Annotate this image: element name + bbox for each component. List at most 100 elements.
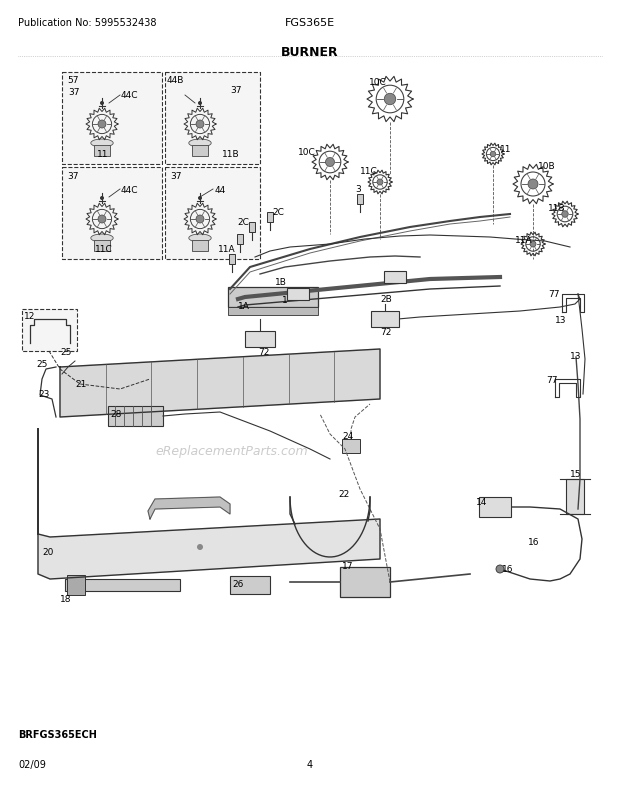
Text: 57: 57 [67,76,79,85]
Text: 28: 28 [110,410,122,419]
Text: 2B: 2B [380,294,392,304]
Bar [384,272,406,284]
Polygon shape [148,497,230,520]
Circle shape [326,158,335,168]
Circle shape [198,196,202,200]
Bar [228,288,318,308]
Polygon shape [38,429,380,579]
Text: 3: 3 [355,184,361,194]
Bar [62,168,162,260]
Circle shape [562,212,569,218]
Text: eReplacementParts.com: eReplacementParts.com [155,444,308,457]
Circle shape [196,216,204,224]
Text: 11: 11 [500,145,511,154]
Text: 15: 15 [570,469,582,479]
Text: BURNER: BURNER [281,46,339,59]
Text: 10B: 10B [538,162,556,171]
Text: Publication No: 5995532438: Publication No: 5995532438 [18,18,156,28]
Bar [192,241,208,252]
Circle shape [490,152,496,157]
Text: FGS365E: FGS365E [285,18,335,28]
Circle shape [100,196,104,200]
Text: 2C: 2C [237,217,249,227]
Text: 11B: 11B [222,150,239,159]
Circle shape [196,121,204,129]
Bar [228,308,318,316]
Circle shape [100,102,104,106]
Circle shape [197,545,203,550]
Bar [94,146,110,157]
Text: 26: 26 [232,579,244,588]
Circle shape [528,180,538,190]
Text: 44C: 44C [121,186,138,195]
Bar [229,255,235,265]
Bar [230,577,270,594]
Text: 10C: 10C [369,78,387,87]
Circle shape [198,102,202,106]
Text: 44B: 44B [167,76,184,85]
Text: 77: 77 [548,290,559,298]
Text: 72: 72 [380,327,391,337]
Text: 23: 23 [38,390,50,399]
Bar [249,223,255,233]
Text: 11: 11 [97,150,108,159]
Text: 17: 17 [342,561,353,570]
Text: 37: 37 [170,172,182,180]
Bar [371,312,399,327]
Text: 20: 20 [42,547,53,557]
Bar [357,195,363,205]
Bar [22,310,77,351]
Text: 22: 22 [338,489,349,498]
Bar [342,439,360,453]
Ellipse shape [91,235,113,243]
Text: 44: 44 [215,186,226,195]
Bar [566,480,584,514]
Text: 02/09: 02/09 [18,759,46,769]
Bar [62,73,162,164]
Text: 13: 13 [570,351,582,361]
Text: 44C: 44C [121,91,138,100]
Circle shape [496,565,504,573]
Circle shape [98,121,106,129]
Bar [237,235,243,245]
Bar [165,168,260,260]
Polygon shape [60,350,380,418]
Text: 13: 13 [555,316,567,325]
Bar [67,575,85,595]
Text: 18: 18 [60,594,71,603]
Circle shape [384,94,396,106]
Text: 16: 16 [502,565,513,573]
Ellipse shape [91,140,113,148]
Text: 11C: 11C [360,167,378,176]
Text: 37: 37 [68,88,79,97]
Text: 77: 77 [546,375,557,384]
Text: 4: 4 [307,759,313,769]
Text: 21: 21 [75,379,86,388]
Bar [65,579,180,591]
Text: BRFGS365ECH: BRFGS365ECH [18,729,97,739]
Text: 11A: 11A [218,245,236,253]
Circle shape [530,241,536,248]
Bar [192,146,208,157]
Text: 1A: 1A [238,302,250,310]
Ellipse shape [189,235,211,243]
Text: 14: 14 [476,497,487,506]
Text: 37: 37 [67,172,79,180]
Bar [108,407,163,427]
Bar [165,73,260,164]
Text: 16: 16 [528,537,539,546]
Text: 1B: 1B [275,277,287,286]
Bar [479,497,511,517]
Text: 11A: 11A [515,236,533,245]
Text: 24: 24 [342,431,353,440]
Text: 10C: 10C [298,148,316,157]
Text: 25: 25 [60,347,71,357]
Text: 2C: 2C [272,208,284,217]
Bar [287,289,309,301]
Circle shape [377,180,383,186]
Text: 1: 1 [282,296,288,305]
Text: 12: 12 [24,312,35,321]
Bar [267,213,273,223]
Text: 72: 72 [258,347,269,357]
Text: 11C: 11C [95,245,113,253]
